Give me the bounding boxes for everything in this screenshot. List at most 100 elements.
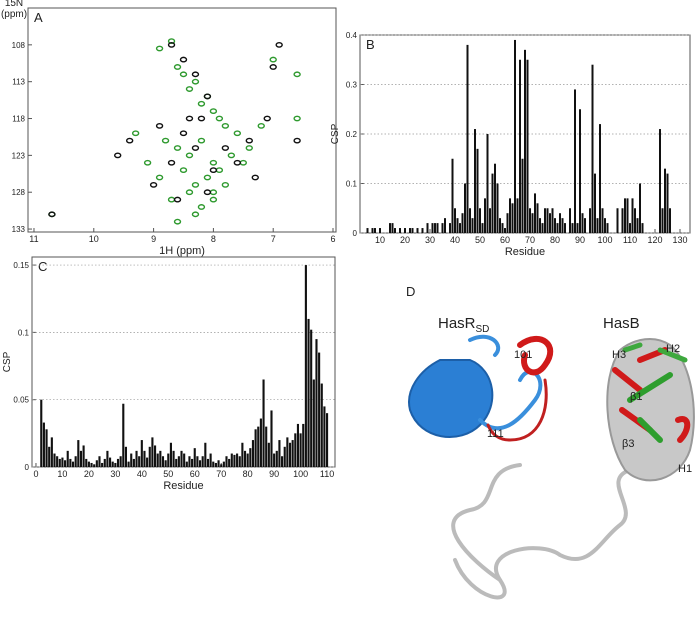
panel-label: C	[38, 259, 47, 274]
bar	[476, 148, 479, 233]
bar	[496, 183, 499, 233]
bar	[281, 456, 284, 467]
bar	[124, 446, 128, 467]
bar	[639, 183, 641, 233]
bar	[421, 228, 424, 233]
bar	[58, 458, 61, 467]
bar	[307, 318, 310, 467]
bar	[212, 461, 215, 467]
bar	[554, 218, 556, 233]
x-tick-label: 9	[151, 234, 156, 244]
bar	[526, 59, 529, 233]
x-tick-label: 40	[137, 469, 147, 479]
bar	[479, 208, 481, 233]
bar	[82, 445, 85, 467]
x-tick-label: 20	[400, 235, 410, 245]
y-tick-label: 118	[12, 115, 25, 124]
bar	[546, 208, 549, 233]
element-label: H3	[612, 349, 626, 361]
bar	[127, 461, 130, 467]
bar	[489, 208, 491, 233]
peak	[155, 122, 164, 129]
element-label: H2	[666, 343, 680, 355]
peak	[197, 115, 206, 122]
bar	[459, 223, 461, 233]
bar	[209, 453, 212, 467]
peak	[179, 130, 188, 137]
x-tick-label: 90	[575, 235, 585, 245]
bar	[409, 228, 411, 233]
bar	[511, 203, 514, 233]
bar	[616, 208, 619, 233]
bar	[111, 461, 114, 467]
peak	[197, 204, 206, 210]
bar	[310, 329, 313, 467]
bar	[98, 456, 101, 467]
bar	[249, 448, 252, 467]
peak	[179, 56, 188, 63]
peak	[275, 41, 283, 48]
structure	[408, 334, 695, 600]
bar	[323, 406, 326, 467]
peak	[185, 86, 194, 92]
peak	[215, 115, 224, 122]
panel-label: D	[406, 284, 415, 299]
x-tick-label: 8	[211, 234, 216, 244]
peak	[269, 56, 277, 63]
bar	[589, 208, 591, 233]
peak	[209, 189, 218, 196]
structure-label: HasRSD	[438, 315, 489, 335]
peak	[215, 167, 224, 174]
peak	[245, 137, 253, 144]
x-tick-label: 10	[375, 235, 385, 245]
peak	[221, 145, 230, 151]
bar	[320, 383, 323, 467]
bar	[119, 456, 122, 467]
bar	[536, 203, 539, 233]
bar	[451, 158, 454, 233]
peak	[257, 122, 265, 129]
bar	[193, 448, 196, 467]
bar	[177, 456, 180, 467]
bar	[454, 208, 456, 233]
bar	[371, 228, 374, 233]
peak	[131, 130, 140, 137]
bar	[584, 218, 586, 233]
x-tick-label: 7	[271, 234, 276, 244]
bar	[93, 464, 96, 467]
element-label: β3	[622, 438, 634, 450]
x-tick-label: 110	[623, 235, 637, 245]
bar	[571, 223, 574, 233]
bar	[299, 433, 302, 467]
bar	[214, 462, 217, 467]
bar	[669, 208, 671, 233]
bar	[574, 89, 576, 233]
bar	[551, 208, 554, 233]
peak	[179, 71, 188, 78]
y-tick-label: 133	[12, 225, 26, 234]
bar	[516, 198, 519, 233]
bar	[286, 437, 289, 467]
bar	[48, 446, 51, 467]
bar	[431, 223, 434, 233]
bar	[456, 218, 459, 233]
peak	[233, 130, 242, 137]
bar	[42, 422, 45, 467]
bar	[504, 228, 506, 233]
bar	[196, 456, 199, 467]
panel-label: A	[34, 10, 43, 25]
bar	[77, 440, 80, 467]
bar	[626, 198, 629, 233]
bar	[404, 228, 406, 233]
bar	[172, 450, 175, 467]
bar	[241, 442, 244, 467]
bar	[499, 218, 501, 233]
bar	[230, 453, 233, 467]
y-axis-label: CSP	[330, 123, 341, 144]
bar	[228, 458, 231, 467]
x-tick-label: 30	[425, 235, 435, 245]
peak	[245, 145, 253, 151]
bar	[631, 198, 634, 233]
peak	[167, 38, 176, 45]
